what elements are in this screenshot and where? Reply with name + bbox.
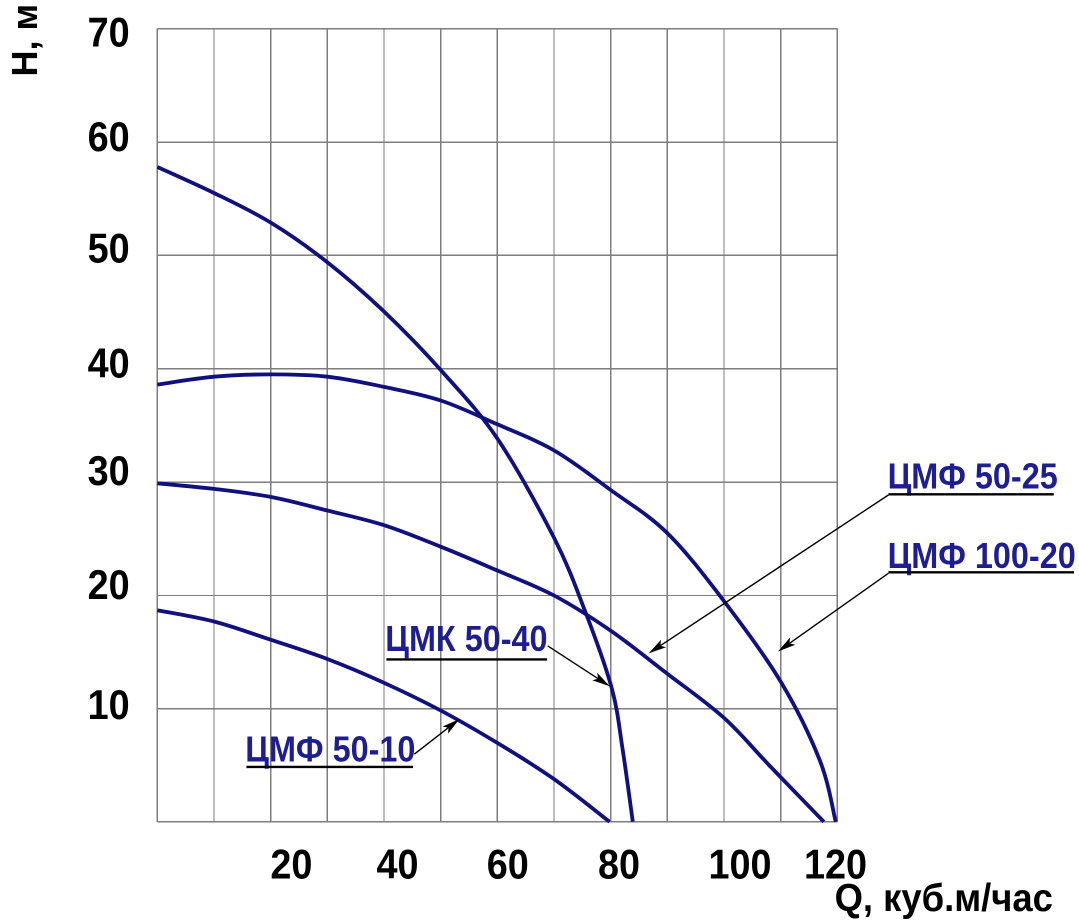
- svg-text:ЦМК 50-40: ЦМК 50-40: [385, 620, 547, 660]
- svg-text:100: 100: [708, 842, 771, 888]
- svg-text:30: 30: [88, 448, 130, 494]
- svg-text:80: 80: [598, 842, 640, 888]
- svg-text:ЦМФ 50-10: ЦМФ 50-10: [245, 730, 415, 770]
- svg-text:50: 50: [88, 226, 130, 272]
- svg-text:20: 20: [88, 562, 130, 608]
- svg-text:60: 60: [487, 842, 529, 888]
- svg-text:60: 60: [88, 114, 130, 160]
- svg-text:ЦМФ 100-20: ЦМФ 100-20: [888, 536, 1076, 576]
- svg-text:40: 40: [376, 842, 418, 888]
- svg-text:Н, м: Н, м: [4, 4, 45, 77]
- svg-text:70: 70: [88, 10, 130, 56]
- svg-text:Q, куб.м/час: Q, куб.м/час: [835, 876, 1053, 919]
- svg-text:120: 120: [804, 842, 867, 888]
- svg-text:20: 20: [270, 842, 312, 888]
- svg-text:ЦМФ 50-25: ЦМФ 50-25: [888, 457, 1058, 497]
- svg-text:40: 40: [88, 341, 130, 387]
- svg-text:10: 10: [88, 682, 130, 728]
